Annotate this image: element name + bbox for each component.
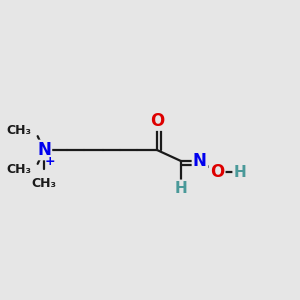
- Text: H: H: [175, 181, 188, 196]
- Text: N: N: [193, 152, 207, 170]
- Text: CH₃: CH₃: [7, 163, 32, 176]
- Text: +: +: [45, 155, 56, 168]
- Text: O: O: [150, 112, 164, 130]
- Text: N: N: [37, 141, 51, 159]
- Text: O: O: [210, 163, 224, 181]
- Text: H: H: [234, 165, 246, 180]
- Text: CH₃: CH₃: [32, 177, 56, 190]
- Text: CH₃: CH₃: [7, 124, 32, 137]
